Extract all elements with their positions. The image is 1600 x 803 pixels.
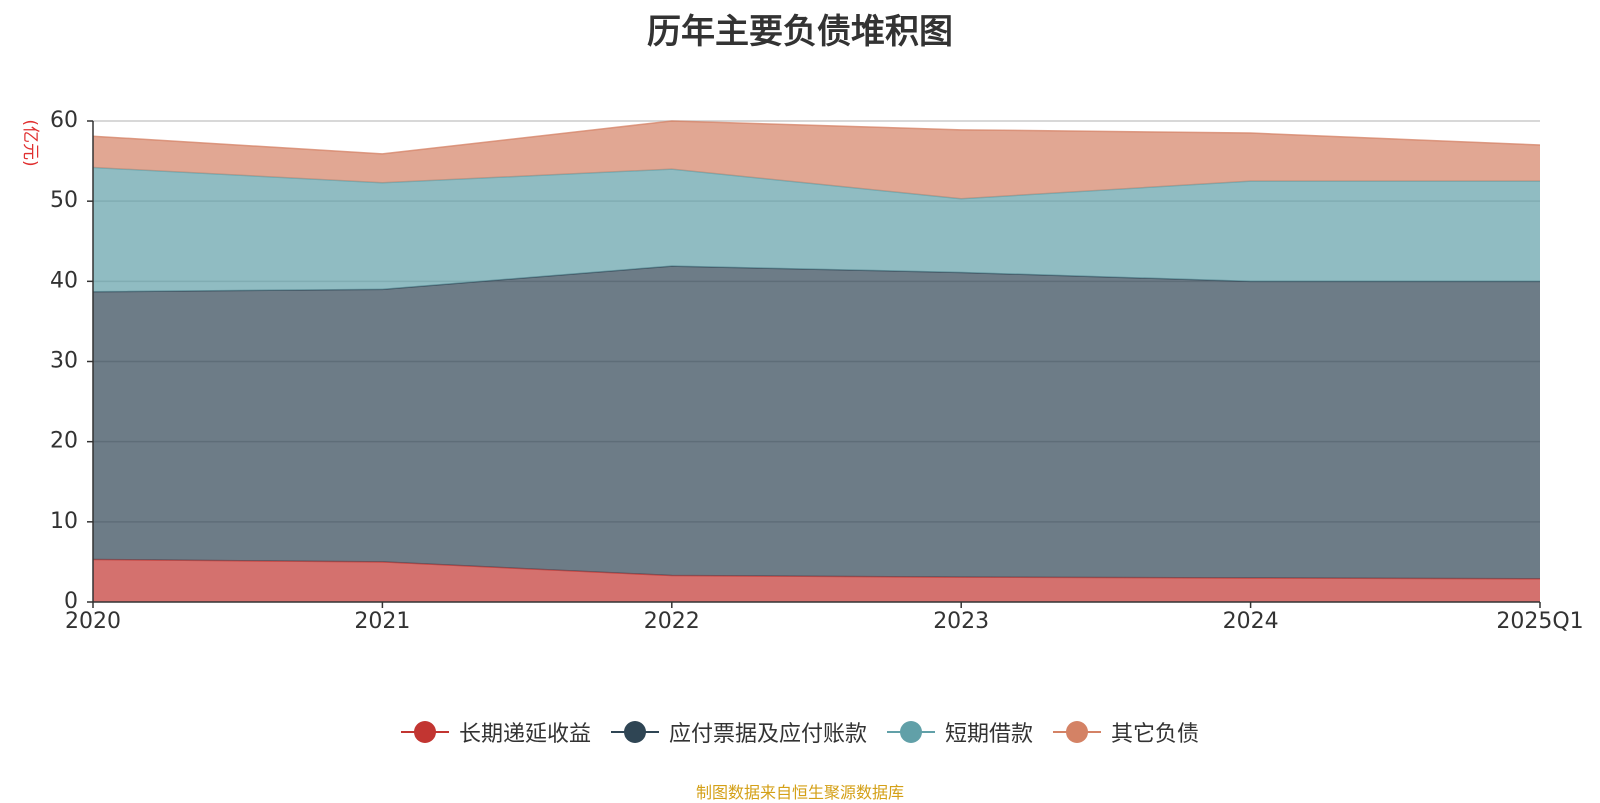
area-series-3 <box>93 167 1540 292</box>
y-tick-label: 10 <box>50 509 78 534</box>
legend-label: 长期递延收益 <box>458 722 591 747</box>
legend-item-series-2[interactable]: 应付票据及应付账款 <box>610 716 867 748</box>
y-tick-label: 50 <box>50 188 78 213</box>
legend-item-series-4[interactable]: 其它负债 <box>1053 716 1199 748</box>
area-series-4-edge <box>92 120 1541 155</box>
x-tick-label: 2022 <box>644 609 700 634</box>
area-series-1 <box>93 559 1540 602</box>
legend-item-series-1[interactable]: 长期递延收益 <box>400 716 591 748</box>
legend-label: 其它负债 <box>1111 722 1200 747</box>
legend-marker-icon <box>610 719 659 745</box>
area-series <box>92 120 1541 602</box>
legend-marker-icon <box>400 719 449 745</box>
x-tick-label: 2024 <box>1223 609 1279 634</box>
legend-label: 短期借款 <box>945 722 1034 747</box>
legend-label: 应付票据及应付账款 <box>668 722 867 747</box>
area-series-2 <box>93 266 1540 579</box>
x-tick-label: 2021 <box>354 609 410 634</box>
legend-item-series-3[interactable]: 短期借款 <box>887 716 1033 748</box>
x-tick-label: 2020 <box>65 609 121 634</box>
y-tick-label: 0 <box>64 589 78 614</box>
y-tick-label: 40 <box>50 268 78 293</box>
y-tick-label: 30 <box>50 349 78 374</box>
area-series-1-edge <box>92 558 1541 580</box>
area-series-4 <box>93 121 1540 199</box>
chart-title: 历年主要负债堆积图 <box>647 12 953 52</box>
y-tick-label: 20 <box>50 429 78 454</box>
legend: 长期递延收益 应付票据及应付账款 短期借款 其它负债 <box>0 716 1600 748</box>
legend-marker-icon <box>887 719 935 745</box>
y-axis-unit-label: (亿元) <box>20 119 40 166</box>
axis-ticks: 0 10 20 30 40 50 60 2020 2021 2022 2023 2024 2025Q1 <box>50 108 1584 634</box>
x-tick-label: 2023 <box>933 609 989 634</box>
data-source-note: 制图数据来自恒生聚源数据库 <box>695 783 904 802</box>
y-tick-label: 60 <box>50 108 78 133</box>
x-tick-label: 2025Q1 <box>1496 609 1583 634</box>
legend-marker-icon <box>1053 719 1102 745</box>
